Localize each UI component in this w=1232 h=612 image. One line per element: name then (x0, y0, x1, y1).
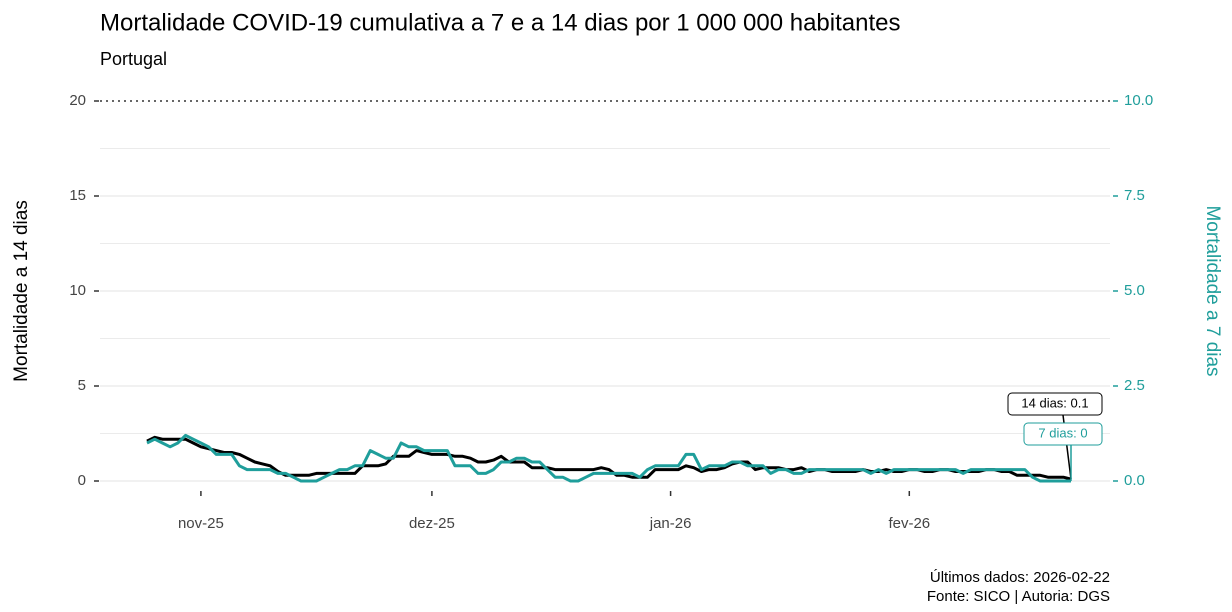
annotation: 7 dias: 0 (1038, 425, 1087, 440)
y-tick-label: 10 (69, 282, 86, 299)
y-tick-label: 0 (78, 472, 86, 489)
y2-tick-label: 10.0 (1124, 92, 1153, 109)
y-tick-label: 20 (69, 92, 86, 109)
annotation-box (1007, 392, 1103, 416)
y-axis-label: Mortalidade a 14 dias (11, 200, 32, 382)
annotation-box (1023, 422, 1103, 446)
chart-title: Mortalidade COVID-19 cumulativa a 7 e a … (100, 9, 900, 36)
line (146, 433, 1071, 483)
y-tick-label: 15 (69, 187, 86, 204)
y-tick-label: 5 (78, 377, 86, 394)
caption: Últimos dados: 2026-02-22 (930, 569, 1110, 586)
x-tick-label: nov-25 (178, 515, 224, 532)
x-tick-label: dez-25 (409, 515, 455, 532)
chart-subtitle: Portugal (100, 49, 167, 69)
y2-tick-label: 7.5 (1124, 187, 1145, 204)
y2-axis-label: Mortalidade a 7 dias (1202, 205, 1223, 376)
y2-tick-label: 5.0 (1124, 282, 1145, 299)
x-tick-label: jan-26 (649, 515, 692, 532)
y2-tick-label: 0.0 (1124, 472, 1145, 489)
caption: Fonte: SICO | Autoria: DGS (927, 588, 1110, 605)
annotation: 14 dias: 0.1 (1021, 395, 1088, 410)
y2-tick-label: 2.5 (1124, 377, 1145, 394)
x-tick-label: fev-26 (888, 515, 930, 532)
